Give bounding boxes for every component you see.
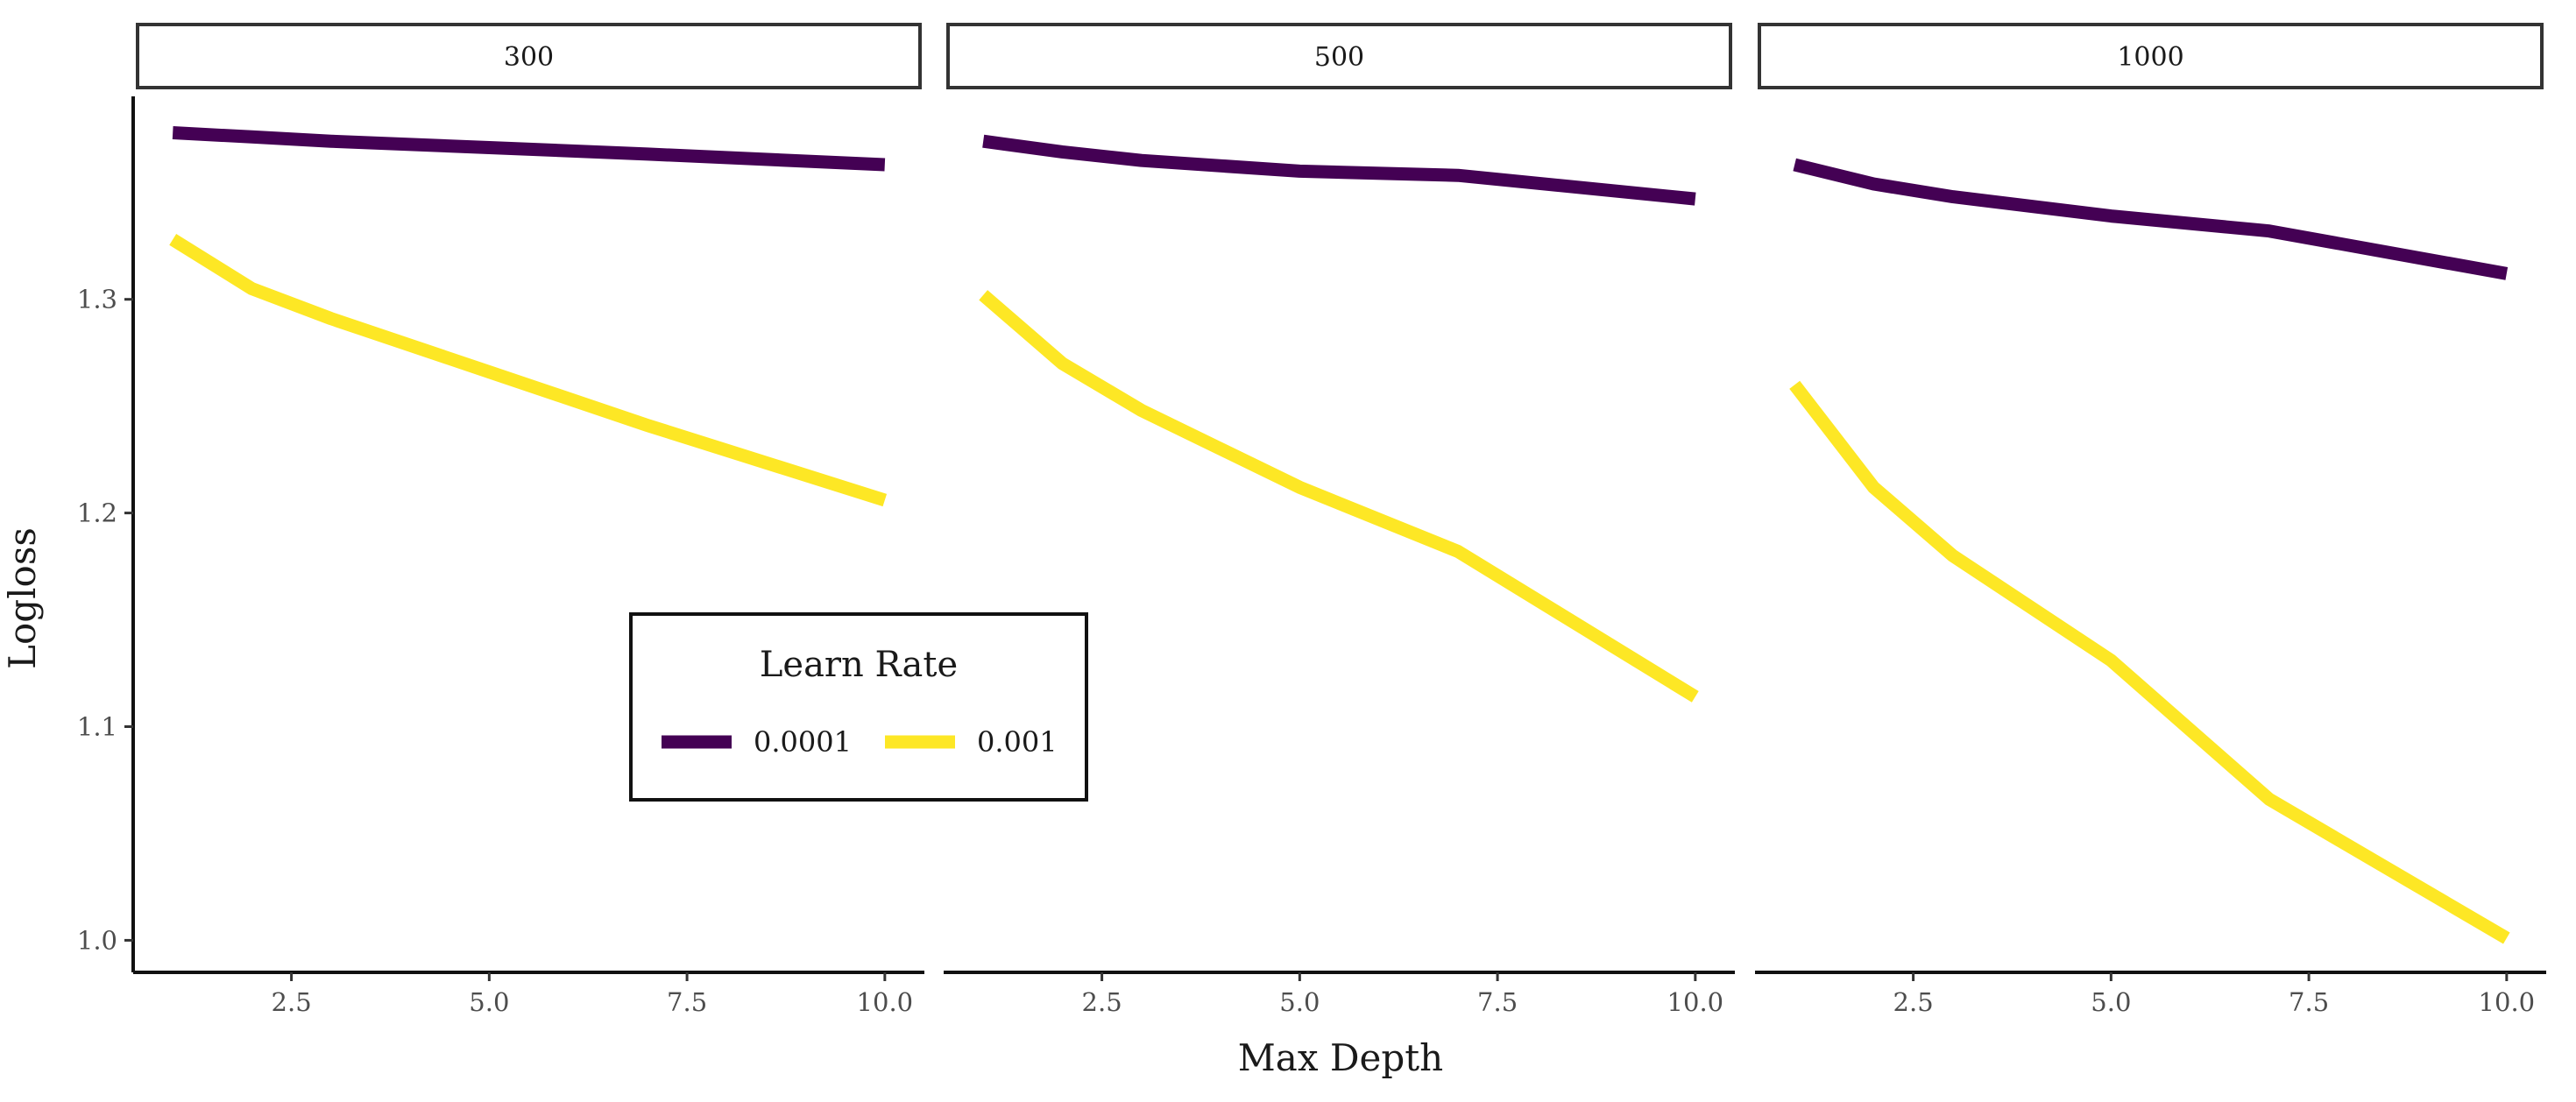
series-line-500-lr-0-0001 bbox=[982, 134, 1696, 206]
y-axis-title: Logloss bbox=[1, 527, 44, 669]
x-tick-label-500-3: 10.0 bbox=[1667, 987, 1724, 1017]
x-axis-title: Max Depth bbox=[1238, 1036, 1443, 1079]
legend-label-0-001: 0.001 bbox=[977, 725, 1058, 759]
y-tick-label-1: 1.1 bbox=[77, 712, 117, 742]
x-tick-label-300-2: 7.5 bbox=[667, 987, 707, 1017]
x-tick-label-300-3: 10.0 bbox=[857, 987, 914, 1017]
legend: Learn Rate 0.0001 0.001 bbox=[629, 612, 1088, 802]
legend-title: Learn Rate bbox=[760, 645, 958, 685]
series-line-500-lr-0-001 bbox=[979, 290, 1699, 703]
legend-box bbox=[629, 612, 1088, 802]
x-tick-label-500-2: 7.5 bbox=[1477, 987, 1518, 1017]
strip-500 bbox=[946, 23, 1732, 89]
strip-label-300: 300 bbox=[504, 42, 554, 73]
panel-1000: 1000 2.5 5.0 7.5 10.0 bbox=[1755, 23, 2546, 1017]
y-tick-label-3: 1.3 bbox=[77, 285, 117, 314]
series-line-300-lr-0-001 bbox=[169, 234, 888, 507]
legend-label-0-0001: 0.0001 bbox=[754, 725, 852, 759]
strip-1000 bbox=[1758, 23, 2544, 89]
series-line-1000-lr-0-0001 bbox=[1793, 158, 2509, 280]
strip-300 bbox=[136, 23, 922, 89]
series-line-1000-lr-0-001 bbox=[1789, 380, 2510, 944]
series-line-300-lr-0-0001 bbox=[172, 126, 886, 172]
x-tick-label-1000-3: 10.0 bbox=[2479, 987, 2536, 1017]
x-tick-label-300-0: 2.5 bbox=[272, 987, 312, 1017]
x-tick-label-500-0: 2.5 bbox=[1082, 987, 1122, 1017]
x-tick-label-1000-0: 2.5 bbox=[1893, 987, 1934, 1017]
x-tick-label-1000-1: 5.0 bbox=[2091, 987, 2131, 1017]
x-tick-label-1000-2: 7.5 bbox=[2289, 987, 2329, 1017]
strip-label-1000: 1000 bbox=[2117, 42, 2183, 73]
panel-300: 300 2.5 5.0 7.5 10.0 bbox=[133, 23, 924, 1017]
y-axis: 1.0 1.1 1.2 1.3 bbox=[77, 96, 135, 972]
x-tick-label-300-1: 5.0 bbox=[469, 987, 509, 1017]
y-tick-label-0: 1.0 bbox=[77, 925, 117, 955]
y-tick-label-2: 1.2 bbox=[77, 498, 117, 528]
x-tick-label-500-1: 5.0 bbox=[1279, 987, 1320, 1017]
strip-label-500: 500 bbox=[1314, 42, 1364, 73]
panel-500: 500 2.5 5.0 7.5 10.0 bbox=[944, 23, 1735, 1017]
